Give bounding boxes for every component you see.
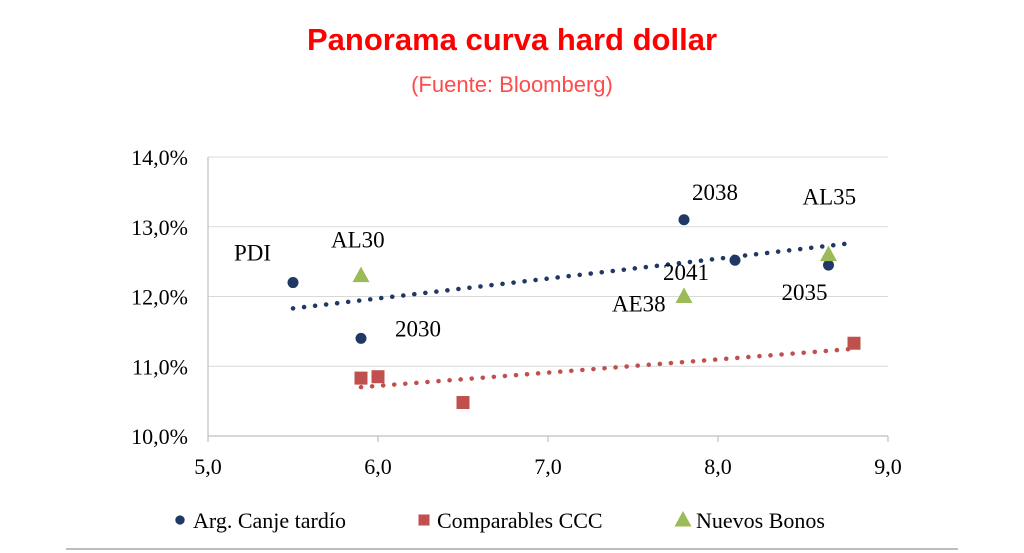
legend-marker-triangle (674, 511, 692, 527)
y-tick-label: 14,0% (131, 145, 188, 170)
data-points (287, 214, 861, 410)
data-point-square (371, 370, 385, 384)
data-point-square (847, 336, 861, 350)
point-label: AE38 (612, 292, 666, 317)
point-label: 2035 (782, 280, 828, 305)
x-tick-label: 7,0 (534, 454, 562, 479)
x-tick-label: 9,0 (874, 454, 902, 479)
data-point-triangle (352, 266, 370, 283)
trendlines (290, 240, 857, 390)
y-tick-label: 13,0% (131, 215, 188, 240)
x-tick-label: 8,0 (704, 454, 732, 479)
x-tick-label: 6,0 (364, 454, 392, 479)
y-tick-label: 11,0% (132, 354, 188, 379)
point-label: 2041 (663, 260, 709, 285)
data-point-circle (678, 214, 690, 226)
legend-label: Comparables CCC (437, 508, 603, 533)
legend-marker-circle (175, 515, 185, 525)
point-label: AL35 (803, 185, 857, 210)
data-point-circle (287, 277, 299, 289)
data-point-triangle (820, 245, 837, 262)
legend-marker-square (418, 514, 430, 526)
point-label: 2038 (692, 180, 738, 205)
x-tick-label: 5,0 (194, 454, 222, 479)
axes: 10,0% 11,0% 12,0% 13,0% 14,0% 5,0 6,0 7,0 8,0 9,0 (131, 145, 902, 479)
data-point-circle (355, 332, 367, 344)
y-tick-label: 10,0% (131, 424, 188, 449)
trendline-2 (358, 346, 857, 390)
data-point-square (456, 396, 470, 410)
legend: Arg. Canje tardío Comparables CCC Nuevos B… (175, 508, 825, 533)
y-tick-label: 12,0% (131, 285, 188, 310)
data-point-triangle (675, 287, 693, 303)
data-point-circle (729, 254, 741, 266)
point-label: 2030 (395, 316, 441, 341)
legend-label: Nuevos Bonos (696, 508, 825, 533)
data-point-square (354, 371, 368, 385)
bottom-divider (66, 548, 958, 550)
point-label: PDI (234, 241, 271, 266)
trendline-1 (290, 240, 857, 311)
legend-label: Arg. Canje tardío (193, 508, 346, 533)
data-point-circle (823, 259, 834, 271)
chart-subtitle: (Fuente: Bloomberg) (411, 72, 613, 97)
gridlines (208, 156, 888, 367)
chart-title: Panorama curva hard dollar (306, 22, 718, 57)
point-labels: PDI 2030 2038 2041 2035 AL30 AE38 AL35 (234, 180, 856, 342)
point-label: AL30 (331, 228, 385, 253)
